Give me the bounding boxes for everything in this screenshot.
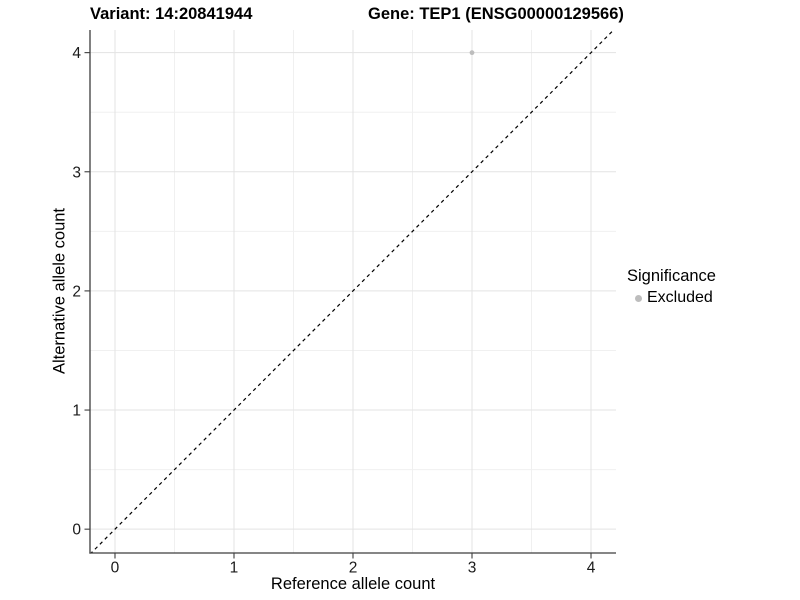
excluded-point-icon xyxy=(635,294,642,302)
gene-title: Gene: TEP1 (ENSG00000129566) xyxy=(368,5,624,23)
x-tick-label: 1 xyxy=(230,560,239,577)
x-tick-label: 3 xyxy=(468,560,477,577)
data-point xyxy=(469,50,475,56)
variant-title: Variant: 14:20841944 xyxy=(90,5,253,23)
y-tick-label: 1 xyxy=(72,403,81,420)
legend-entry-excluded: Excluded xyxy=(627,289,716,307)
y-axis-title: Alternative allele count xyxy=(50,207,69,375)
legend: Significance Excluded xyxy=(627,267,716,307)
x-axis-title: Reference allele count xyxy=(270,575,436,593)
x-tick-label: 0 xyxy=(111,560,120,577)
legend-title: Significance xyxy=(627,267,716,285)
y-tick-label: 4 xyxy=(72,45,81,62)
y-tick-label: 0 xyxy=(72,522,81,539)
y-tick-label: 2 xyxy=(72,283,81,300)
x-tick-label: 4 xyxy=(587,560,596,577)
identity-reference-line xyxy=(90,30,615,553)
legend-entry-label: Excluded xyxy=(647,289,713,306)
x-tick-label: 2 xyxy=(349,560,358,577)
y-tick-label: 3 xyxy=(72,164,81,181)
